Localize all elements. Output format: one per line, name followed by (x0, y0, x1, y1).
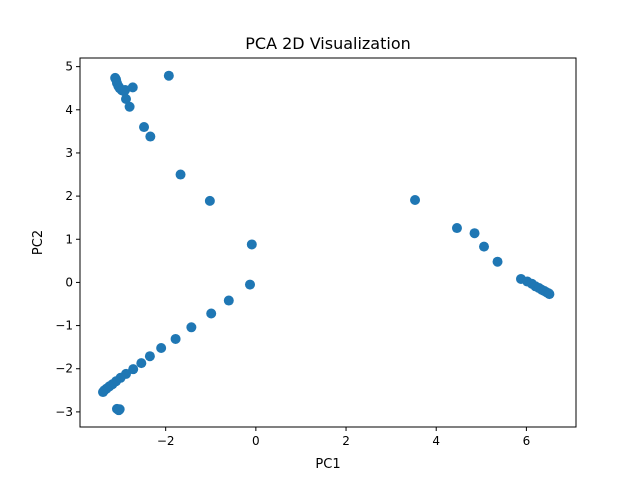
y-tick-label: −2 (55, 362, 73, 376)
x-tick-label: 6 (523, 434, 531, 448)
data-point (186, 322, 197, 333)
chart-title: PCA 2D Visualization (245, 34, 411, 53)
data-point (163, 70, 174, 81)
data-point (156, 343, 167, 354)
data-point (479, 241, 490, 252)
y-tick-label: 3 (65, 146, 73, 160)
y-tick-label: 0 (65, 275, 73, 289)
data-point (206, 308, 217, 319)
x-tick-label: −2 (157, 434, 175, 448)
x-tick-label: 2 (342, 434, 350, 448)
data-point (113, 405, 124, 416)
data-point (128, 364, 139, 375)
data-point (120, 94, 131, 104)
data-point (469, 228, 480, 239)
x-axis-label: PC1 (315, 457, 340, 472)
data-point (175, 169, 186, 180)
x-tick-label: 0 (252, 434, 260, 448)
data-point (223, 295, 234, 306)
y-tick-label: 1 (65, 232, 73, 246)
plot-frame (79, 57, 577, 428)
data-point (124, 101, 135, 112)
data-point (451, 223, 462, 234)
y-tick-label: 5 (65, 60, 73, 74)
data-point (98, 387, 108, 398)
data-point (544, 289, 555, 300)
data-point (127, 82, 138, 93)
data-points (98, 70, 555, 416)
data-point (246, 239, 257, 250)
y-tick-label: 4 (65, 103, 73, 117)
y-axis-label: PC2 (31, 230, 46, 255)
y-tick-label: −3 (55, 405, 73, 419)
data-point (204, 195, 215, 206)
x-tick-label: 4 (432, 434, 440, 448)
data-point (410, 194, 421, 205)
data-point (136, 358, 147, 369)
data-point (492, 256, 503, 267)
y-tick-label: −1 (55, 319, 73, 333)
data-point (144, 351, 155, 362)
data-point (120, 84, 131, 95)
data-point (139, 122, 150, 133)
y-tick-label: 2 (65, 189, 73, 203)
data-point (244, 279, 255, 290)
y-axis-ticks: −3 −2 −1 0 1 2 3 4 5 (55, 60, 80, 419)
data-point (145, 131, 156, 142)
data-point (170, 333, 181, 344)
x-axis-ticks: −2 0 2 4 6 (157, 427, 530, 448)
